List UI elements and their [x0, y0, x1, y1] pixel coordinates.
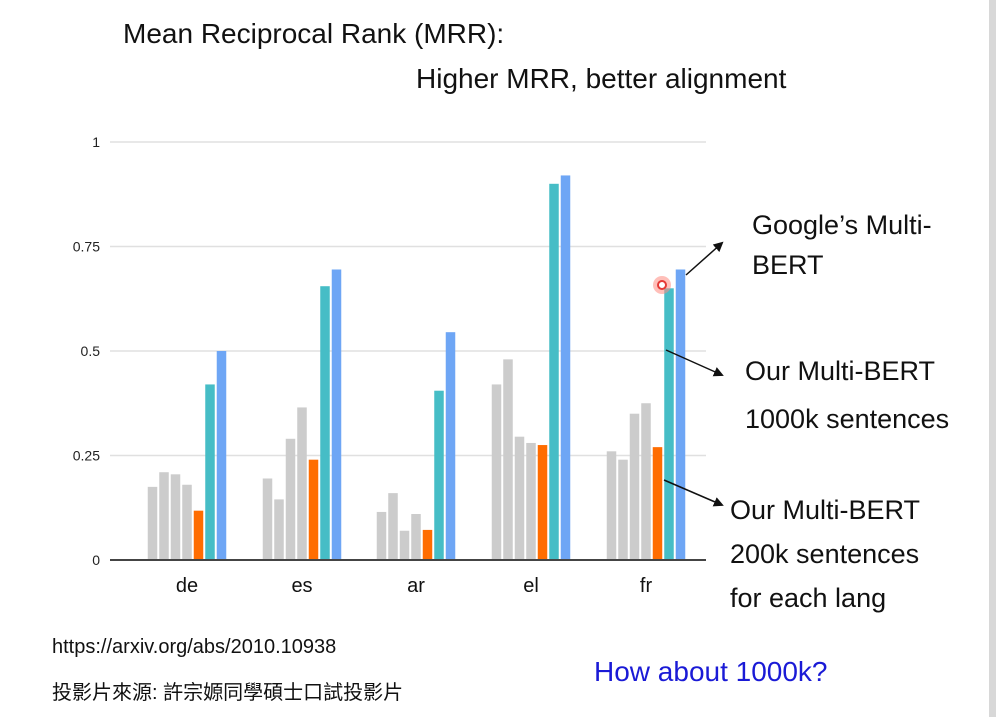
bar [274, 499, 284, 560]
chart-axes: 0 0.25 0.5 0.75 1 de es ar el fr [73, 134, 706, 597]
annotation-1000k-line-1: Our Multi-BERT [745, 356, 936, 386]
bar [170, 474, 181, 560]
annotation-arrows [663, 241, 724, 507]
bar [331, 269, 342, 560]
x-tick-label: fr [640, 575, 653, 597]
annotation-google-line-1: Google’s Multi- [752, 210, 932, 240]
bar [549, 183, 559, 561]
bar [193, 510, 204, 560]
annotation-google-multibert: Google’s Multi- BERT [752, 205, 932, 285]
annotation-200k-line-3: for each lang [730, 583, 887, 613]
bar [652, 447, 663, 560]
slide-subtitle: Higher MRR, better alignment [416, 63, 787, 94]
bar [560, 175, 571, 560]
bar [159, 472, 169, 560]
y-tick-label: 0 [92, 552, 100, 568]
bar [606, 451, 617, 560]
bar [285, 438, 296, 560]
bar [629, 413, 640, 560]
x-tick-label: ar [407, 575, 425, 597]
annotation-arrow [685, 241, 724, 276]
question-text: How about 1000k? [594, 656, 828, 687]
bar [641, 403, 651, 560]
bar [205, 384, 215, 560]
slide-title: Mean Reciprocal Rank (MRR): [123, 18, 505, 49]
annotation-google-line-2: BERT [752, 250, 824, 280]
bar [297, 407, 307, 560]
annotation-1000k-line-2: 1000k sentences [745, 404, 950, 434]
cursor-pointer-icon [653, 276, 671, 294]
bar [664, 288, 674, 560]
bar [434, 390, 444, 560]
annotation-ours-1000k: Our Multi-BERT 1000k sentences [745, 347, 949, 443]
x-tick-label: de [176, 575, 198, 597]
bar [388, 493, 398, 560]
bar [445, 332, 456, 560]
source-link[interactable]: https://arxiv.org/abs/2010.10938 [52, 636, 337, 658]
bar [618, 459, 628, 560]
annotation-arrow [663, 479, 724, 507]
chart-grid [110, 141, 706, 457]
bar [675, 269, 686, 560]
bar [320, 286, 330, 560]
source-credit: 投影片來源: 許宗嫄同學碩士口試投影片 [52, 682, 404, 704]
annotation-ours-200k: Our Multi-BERT 200k sentences for each l… [730, 488, 920, 620]
bar [491, 384, 502, 560]
y-tick-label: 0.25 [73, 448, 100, 464]
x-tick-label: el [523, 575, 539, 597]
bar [399, 530, 410, 560]
window-edge [989, 0, 996, 717]
chart-bars [147, 175, 686, 561]
y-tick-label: 0.75 [73, 239, 100, 255]
bar [147, 486, 158, 560]
x-tick-label: es [291, 575, 312, 597]
bar [526, 442, 536, 560]
bar [216, 351, 227, 560]
bar [411, 514, 421, 560]
bar [422, 529, 433, 560]
bar [182, 484, 192, 560]
bar [537, 445, 548, 560]
bar [514, 436, 525, 560]
bar [308, 459, 319, 560]
bar [503, 359, 513, 560]
annotation-200k-line-2: 200k sentences [730, 539, 920, 569]
annotation-arrow [665, 349, 724, 377]
y-tick-label: 0.5 [81, 343, 101, 359]
bar [262, 478, 273, 560]
annotation-200k-line-1: Our Multi-BERT [730, 495, 921, 525]
bar [376, 511, 387, 560]
y-tick-label: 1 [92, 134, 100, 150]
